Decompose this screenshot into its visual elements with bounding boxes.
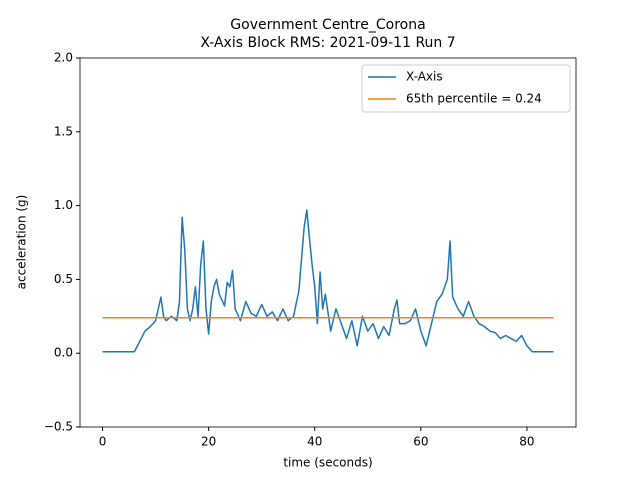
- y-tick-label: 2.0: [54, 51, 73, 65]
- chart-title: Government Centre_Corona: [230, 17, 425, 33]
- data-line: [102, 209, 554, 353]
- legend-label: X-Axis: [406, 70, 443, 84]
- y-tick-label: −0.5: [44, 420, 73, 434]
- axes-frame: [79, 57, 577, 428]
- x-tick-label: 40: [307, 435, 322, 449]
- x-tick-label: 80: [519, 435, 534, 449]
- chart-subtitle: X-Axis Block RMS: 2021-09-11 Run 7: [200, 35, 455, 51]
- y-axis-label: acceleration (g): [15, 195, 29, 290]
- y-tick-label: 0.0: [54, 346, 73, 360]
- x-tick-label: 0: [99, 435, 107, 449]
- x-axis-label: time (seconds): [283, 456, 372, 470]
- y-tick-label: 1.0: [54, 198, 73, 212]
- x-tick-label: 60: [413, 435, 428, 449]
- y-tick-label: 0.5: [54, 272, 73, 286]
- legend-box: [361, 64, 571, 113]
- legend-label: 65th percentile = 0.24: [406, 92, 542, 106]
- y-tick-label: 1.5: [54, 124, 73, 138]
- x-tick-label: 20: [201, 435, 216, 449]
